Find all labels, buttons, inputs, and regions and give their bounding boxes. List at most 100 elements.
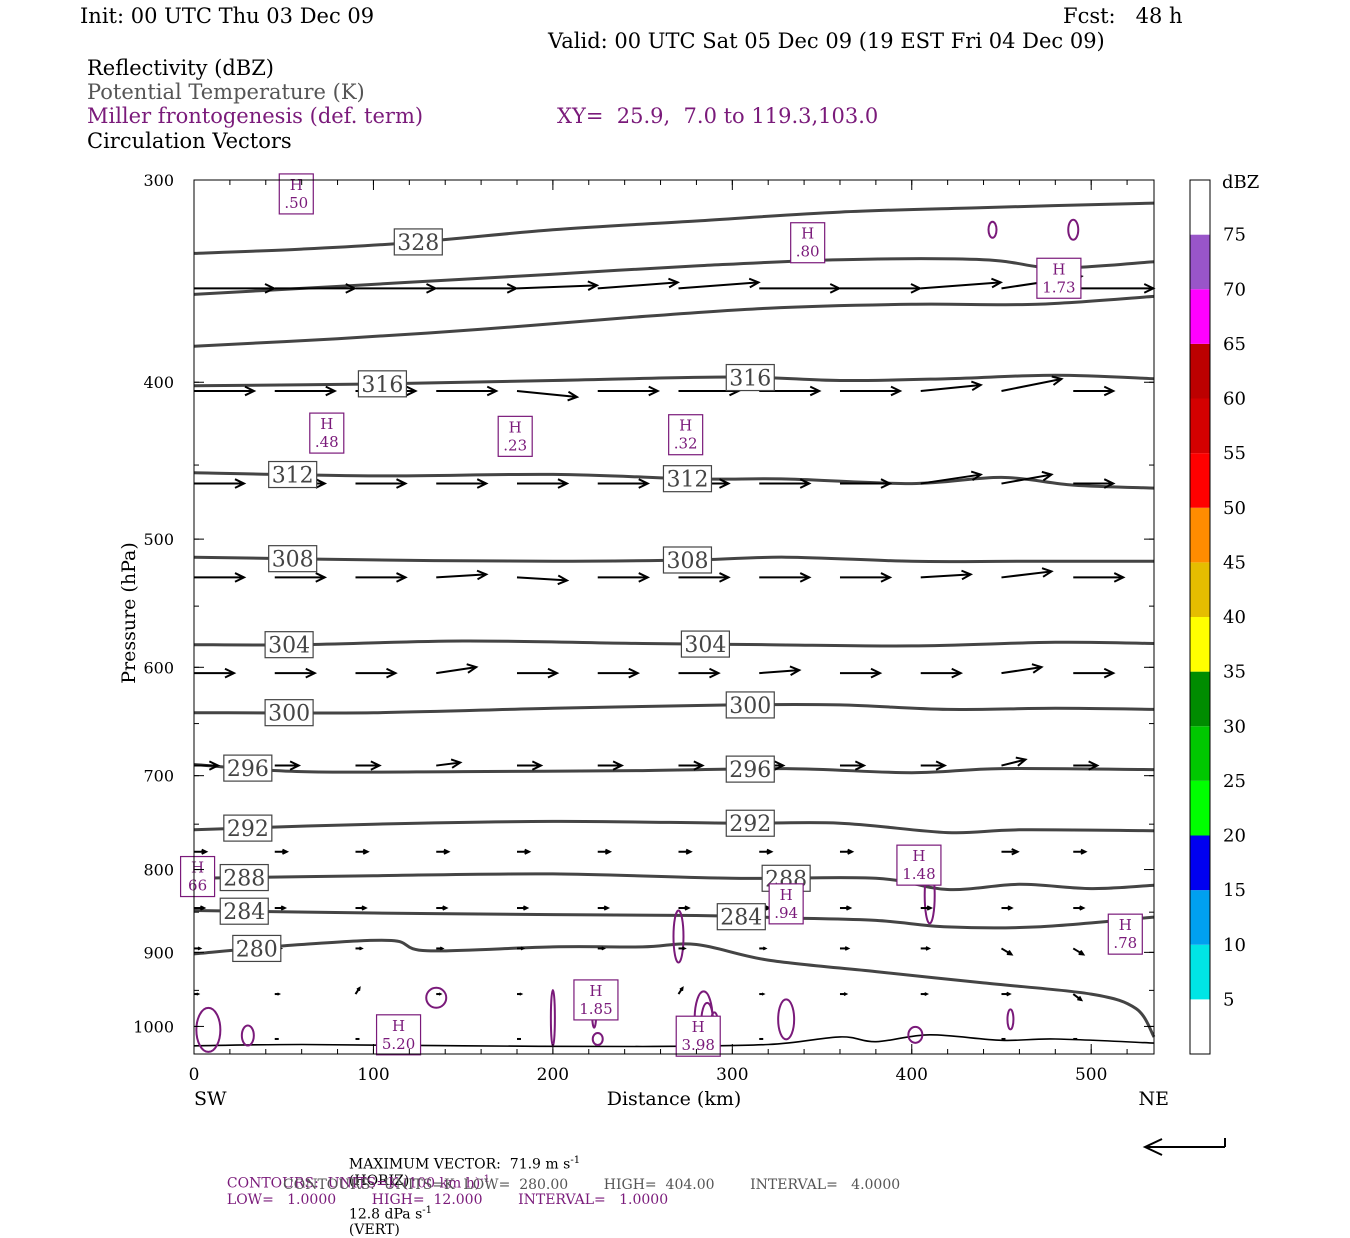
circulation-vector-head <box>844 946 851 951</box>
circulation-vector-head <box>880 572 893 583</box>
theta-label: 312 <box>666 468 708 493</box>
circulation-vector-head <box>1113 572 1126 583</box>
frontogenesis-max-letter: H <box>320 415 333 433</box>
circulation-vector-head <box>199 905 207 911</box>
circulation-vector-head <box>567 390 580 402</box>
theta-label: 316 <box>361 373 403 398</box>
colorbar-frame <box>1189 179 1211 1055</box>
frontogenesis-max-letter: H <box>392 1017 405 1035</box>
frontogenesis-contour <box>987 220 998 239</box>
plot-frame <box>193 179 1155 1055</box>
circulation-vector-head <box>1051 375 1064 386</box>
circulation-vector-head <box>809 385 822 397</box>
circulation-vector-head <box>442 905 449 911</box>
circulation-vector <box>1001 758 1026 767</box>
colorbar-unit: dBZ <box>1222 172 1259 193</box>
circulation-vector-head <box>880 478 893 489</box>
x-tick-label: 0 <box>189 1065 200 1085</box>
frontogenesis-contour <box>1067 218 1080 241</box>
circulation-vector <box>920 573 971 579</box>
circulation-vector-head <box>761 992 766 996</box>
theta-label-box <box>268 545 318 573</box>
colorbar-segment <box>1190 726 1210 781</box>
circulation-vector-head <box>281 848 290 855</box>
circulation-vector-head <box>762 946 768 951</box>
frontogenesis-contour <box>777 998 796 1041</box>
colorbar-label: 55 <box>1223 443 1246 464</box>
colorbar-segment <box>1190 507 1210 563</box>
circulation-vector <box>920 383 981 392</box>
frontogenesis-max-letter: H <box>589 982 602 1000</box>
theta-label-box <box>725 809 775 837</box>
circulation-vector-head <box>370 760 382 771</box>
circulation-vector-head <box>638 478 651 489</box>
theta-contour-line <box>193 294 1155 348</box>
theta-label: 284 <box>720 906 762 931</box>
frontogenesis-max-box <box>1036 257 1082 299</box>
circulation-vector-head <box>506 283 519 294</box>
circulation-vector-head <box>439 946 445 951</box>
theta-contour-line <box>193 702 1155 715</box>
theta-label: 316 <box>729 367 771 392</box>
frontogenesis-max-value: 3.98 <box>682 1036 715 1054</box>
circulation-vector-head <box>601 946 607 951</box>
circulation-vector-head <box>396 572 408 583</box>
theta-label: 296 <box>729 758 771 783</box>
theta-label: 304 <box>268 634 310 659</box>
circulation-vectors <box>194 272 1156 1040</box>
circulation-vector-head <box>234 478 247 489</box>
circulation-vector-head <box>789 665 802 677</box>
circulation-vector <box>1001 378 1062 392</box>
y-tick-label: 1000 <box>133 1017 174 1036</box>
frontogenesis-max-letter: H <box>290 176 303 194</box>
frontogenesis-max-box <box>179 855 216 898</box>
circulation-vector-head <box>709 667 721 679</box>
circulation-vector-head <box>1007 905 1014 911</box>
theta-label: 300 <box>268 702 310 727</box>
colorbar-segment <box>1190 398 1210 454</box>
colorbar-segment <box>1190 835 1210 891</box>
frontogenesis-max-letter: H <box>1119 916 1132 934</box>
circulation-vector-head <box>196 992 201 996</box>
x-tick-label: 200 <box>537 1065 569 1085</box>
circulation-vector-head <box>668 277 681 289</box>
frontogenesis-max-value: .32 <box>674 435 698 453</box>
circulation-vector <box>759 669 800 675</box>
circulation-vector-head <box>396 478 408 489</box>
frontogenesis-max-box <box>573 979 619 1021</box>
terrain-line <box>193 1033 1155 1048</box>
circulation-vector-head <box>1011 848 1020 856</box>
theta-label: 304 <box>684 633 726 658</box>
circulation-vector-head <box>970 380 984 392</box>
frontogenesis-max-box <box>309 412 345 454</box>
colorbar-segment <box>1190 234 1210 290</box>
circulation-vector-head <box>520 946 526 951</box>
colorbar-segment <box>1190 671 1210 727</box>
theta-label-box <box>223 814 273 842</box>
circulation-vector <box>1001 666 1042 675</box>
circulation-vector-head <box>612 760 625 771</box>
theta-contour-line <box>193 819 1155 835</box>
circulation-vector-head <box>847 848 855 855</box>
circulation-vector-head <box>970 470 984 482</box>
frontogenesis-max-value: 1.48 <box>902 865 935 883</box>
circulation-vector-head <box>693 760 705 771</box>
field-frontogenesis: Miller frontogenesis (def. term) <box>87 104 424 128</box>
circulation-vector-head <box>1031 663 1044 674</box>
colorbar-segment <box>1190 999 1210 1054</box>
circulation-vector-head <box>1103 478 1116 489</box>
theta-label-box <box>716 903 766 931</box>
circulation-vector-head <box>843 992 849 997</box>
frontogenesis-max-box <box>278 173 314 215</box>
colorbar-label: 45 <box>1223 552 1246 573</box>
circulation-vector-head <box>386 667 398 679</box>
max-vector-horiz: MAXIMUM VECTOR: 71.9 m s <box>348 1156 571 1173</box>
forecast-hour: Fcst: 48 h <box>1063 4 1183 28</box>
circulation-vector-head <box>443 848 451 855</box>
colorbar-label: 30 <box>1223 716 1246 737</box>
circulation-vector-head <box>684 905 691 911</box>
circulation-vector-head <box>406 385 418 397</box>
frontogenesis-max-box <box>768 883 804 925</box>
circulation-vector-head <box>951 667 964 679</box>
circulation-vector <box>516 576 568 582</box>
